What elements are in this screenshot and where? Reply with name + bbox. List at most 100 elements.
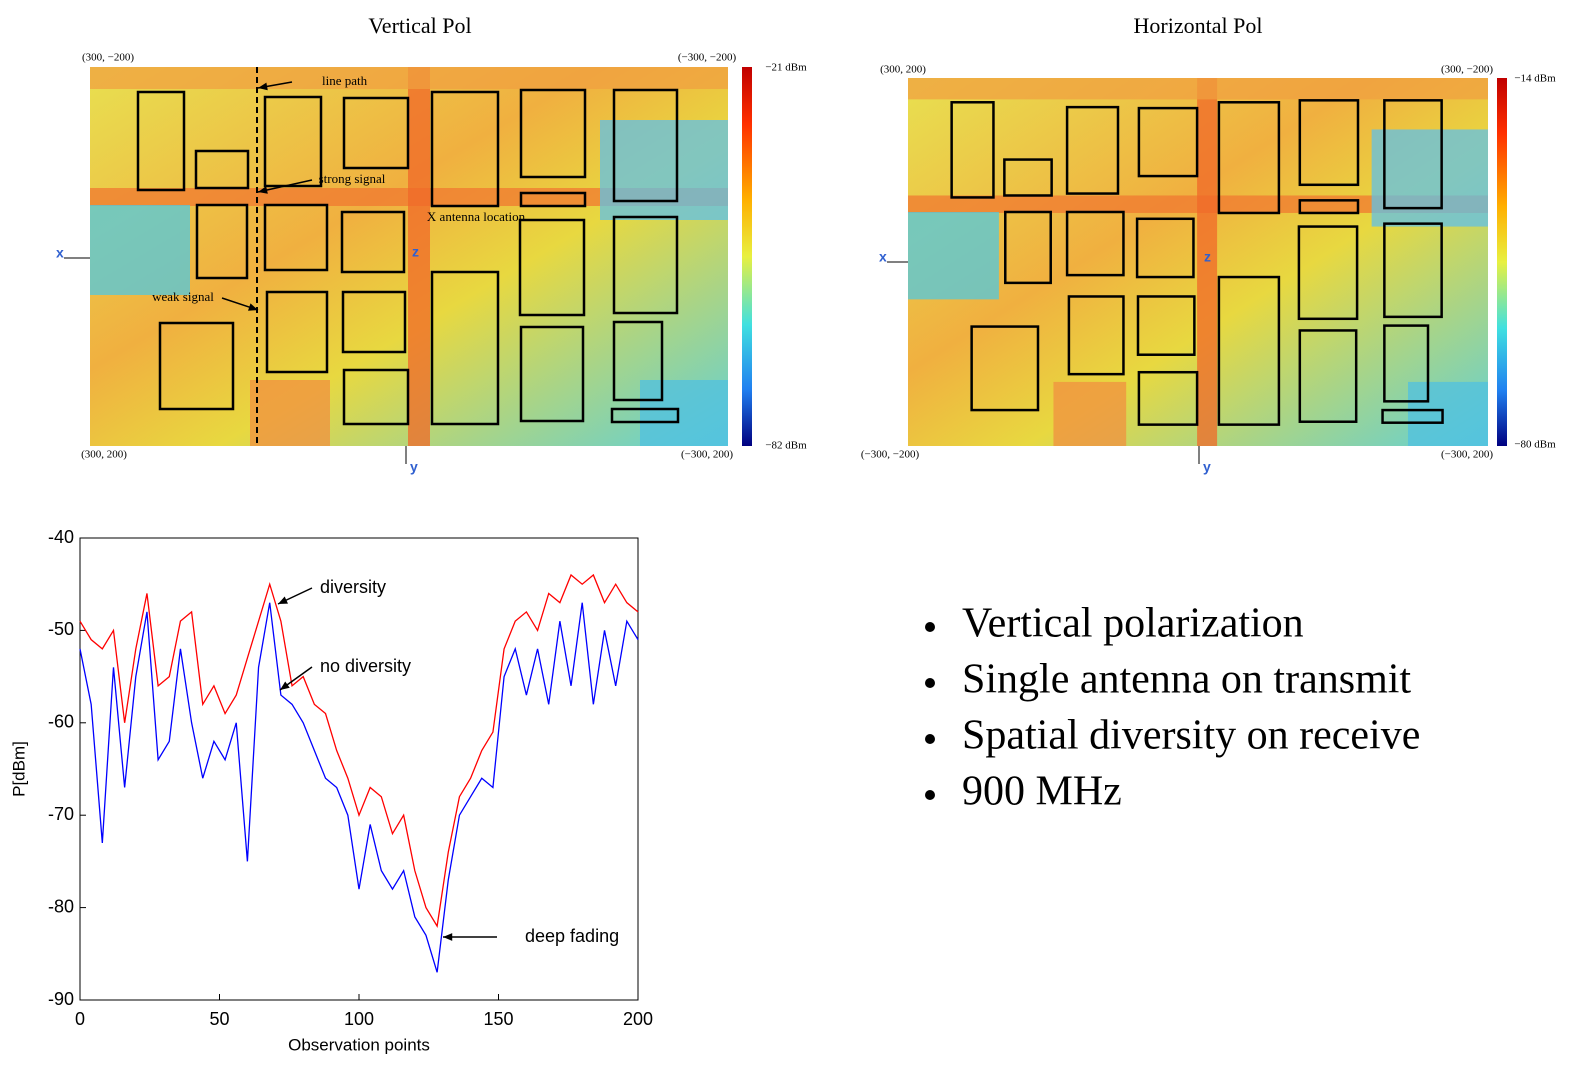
y-axis-label: P[dBm] bbox=[9, 741, 28, 797]
bullet-dot bbox=[925, 734, 935, 744]
building bbox=[1383, 222, 1443, 319]
x-tick-label: 200 bbox=[623, 1009, 653, 1029]
corner-label: (−300, −200) bbox=[678, 52, 737, 64]
heatmap-zone bbox=[1197, 78, 1218, 446]
x-axis-label: Observation points bbox=[288, 1035, 430, 1054]
building bbox=[1381, 408, 1444, 424]
building bbox=[1065, 105, 1120, 195]
axis-letter: z bbox=[412, 244, 419, 260]
building bbox=[1298, 199, 1360, 215]
building bbox=[612, 88, 679, 203]
building bbox=[1135, 217, 1195, 279]
arrow-head bbox=[278, 596, 288, 604]
building bbox=[342, 368, 410, 426]
panel-title: Horizontal Pol bbox=[1134, 13, 1263, 38]
chart-annotation: diversity bbox=[320, 577, 386, 597]
building bbox=[1297, 225, 1359, 321]
corner-label: (300, −200) bbox=[82, 52, 134, 64]
building bbox=[1065, 210, 1125, 277]
building bbox=[194, 149, 250, 190]
building bbox=[1067, 295, 1125, 376]
arrow-head bbox=[443, 933, 453, 941]
building bbox=[612, 320, 664, 402]
building bbox=[970, 325, 1040, 412]
building bbox=[610, 407, 680, 424]
annotation: line path bbox=[322, 73, 368, 88]
building bbox=[519, 191, 587, 208]
chart-annotation: deep fading bbox=[525, 926, 619, 946]
heatmap-zone bbox=[600, 120, 728, 220]
colorbar-min: −80 dBm bbox=[1514, 439, 1556, 451]
colorbar-max: −14 dBm bbox=[1514, 73, 1556, 85]
building bbox=[263, 95, 323, 188]
arrow-head bbox=[248, 303, 258, 311]
building bbox=[612, 215, 679, 315]
building bbox=[1298, 329, 1358, 423]
building bbox=[195, 203, 249, 280]
chart-annotation: no diversity bbox=[320, 656, 411, 676]
heatmap-zone bbox=[408, 67, 430, 446]
series-line bbox=[79, 602, 639, 973]
plot-area bbox=[79, 537, 639, 1001]
building bbox=[263, 203, 329, 272]
corner-label: (−300, 200) bbox=[1441, 449, 1493, 461]
arrow-head bbox=[280, 681, 290, 690]
axis-letter: y bbox=[1203, 459, 1211, 475]
building bbox=[1217, 275, 1281, 426]
axis-letter: z bbox=[1204, 249, 1211, 265]
corner-label: (300, 200) bbox=[81, 449, 127, 461]
colorbar-min: −82 dBm bbox=[765, 440, 807, 452]
annotation: X antenna location bbox=[427, 209, 526, 224]
y-tick-label: -90 bbox=[48, 989, 74, 1009]
axis-letter: x bbox=[879, 249, 887, 265]
heatmap-zone bbox=[1408, 381, 1488, 446]
building bbox=[1383, 324, 1430, 403]
building bbox=[1217, 101, 1281, 215]
x-tick-label: 150 bbox=[483, 1009, 513, 1029]
building bbox=[1137, 370, 1199, 426]
heatmap-zone bbox=[90, 67, 728, 89]
building bbox=[1298, 99, 1360, 187]
annotation: weak signal bbox=[152, 289, 214, 304]
bullet-dot bbox=[925, 790, 935, 800]
annotation: strong signal bbox=[319, 171, 386, 186]
heatmap-zone bbox=[908, 78, 1488, 100]
colorbar bbox=[742, 67, 752, 446]
bullet-dot bbox=[925, 622, 935, 632]
arrow-head bbox=[258, 186, 268, 194]
heatmap-zone bbox=[1053, 381, 1127, 446]
arrow-line bbox=[257, 179, 313, 193]
building bbox=[1136, 295, 1196, 356]
colorbar-max: −21 dBm bbox=[765, 62, 807, 74]
series-line bbox=[79, 573, 639, 928]
heatmap-zone bbox=[1371, 129, 1488, 227]
heatmap-zone bbox=[640, 380, 728, 446]
panel-title: Vertical Pol bbox=[368, 13, 471, 38]
building bbox=[519, 88, 587, 179]
building bbox=[340, 210, 406, 274]
building bbox=[136, 90, 186, 192]
y-tick-label: -40 bbox=[48, 527, 74, 547]
building bbox=[1137, 106, 1199, 178]
heatmap-zone bbox=[908, 211, 999, 300]
y-tick-label: -70 bbox=[48, 804, 74, 824]
building bbox=[265, 290, 329, 374]
axis-letter: y bbox=[410, 459, 418, 475]
x-tick-label: 0 bbox=[75, 1009, 85, 1029]
building bbox=[1383, 99, 1443, 210]
bullet-text: Spatial diversity on receive bbox=[962, 713, 1420, 759]
building bbox=[1003, 158, 1053, 197]
building bbox=[1004, 210, 1052, 285]
bullet-text: Vertical polarization bbox=[962, 601, 1304, 647]
building bbox=[518, 218, 586, 317]
x-tick-label: 50 bbox=[209, 1009, 229, 1029]
corner-label: (300, 200) bbox=[880, 64, 926, 76]
heatmap-zone bbox=[250, 380, 330, 446]
building bbox=[519, 325, 585, 423]
bullet-list: Vertical polarization Single antenna on t… bbox=[925, 601, 1420, 815]
building bbox=[950, 101, 995, 199]
y-tick-label: -60 bbox=[48, 712, 74, 732]
x-tick-label: 100 bbox=[344, 1009, 374, 1029]
building bbox=[158, 321, 235, 411]
